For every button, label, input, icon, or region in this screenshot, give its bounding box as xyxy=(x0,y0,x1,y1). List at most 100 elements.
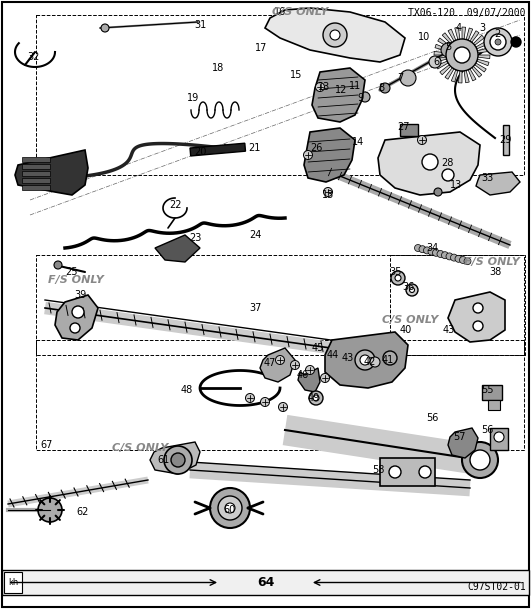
Circle shape xyxy=(391,271,405,285)
Circle shape xyxy=(428,248,435,255)
Polygon shape xyxy=(15,150,88,195)
Text: 46: 46 xyxy=(297,370,309,380)
Polygon shape xyxy=(477,48,490,53)
Circle shape xyxy=(437,250,444,258)
Circle shape xyxy=(459,256,467,264)
Circle shape xyxy=(433,249,440,256)
Polygon shape xyxy=(448,428,478,458)
Text: 23: 23 xyxy=(189,233,201,243)
Circle shape xyxy=(261,398,270,406)
Polygon shape xyxy=(438,38,449,47)
Polygon shape xyxy=(55,295,98,340)
Text: F/S ONLY: F/S ONLY xyxy=(48,275,104,285)
Polygon shape xyxy=(458,71,462,83)
Circle shape xyxy=(323,23,347,47)
Circle shape xyxy=(164,446,192,474)
Bar xyxy=(36,15,524,175)
Circle shape xyxy=(419,466,431,478)
Text: 37: 37 xyxy=(249,303,261,313)
Circle shape xyxy=(210,488,250,528)
Circle shape xyxy=(54,261,62,269)
Circle shape xyxy=(360,355,370,365)
Text: 35: 35 xyxy=(390,267,402,277)
Text: 4: 4 xyxy=(456,23,462,33)
Text: 13: 13 xyxy=(322,190,334,200)
Text: 3: 3 xyxy=(479,23,485,33)
Text: 49: 49 xyxy=(308,393,320,403)
Text: 21: 21 xyxy=(248,143,260,153)
Circle shape xyxy=(70,323,80,333)
Circle shape xyxy=(429,56,441,68)
Text: 61: 61 xyxy=(157,455,169,465)
Text: 20: 20 xyxy=(194,147,206,157)
Text: 38: 38 xyxy=(489,267,501,277)
Polygon shape xyxy=(451,70,458,82)
Circle shape xyxy=(446,253,453,260)
Circle shape xyxy=(225,503,235,513)
Circle shape xyxy=(450,254,458,261)
Text: 55: 55 xyxy=(481,385,493,395)
Circle shape xyxy=(309,391,323,405)
Polygon shape xyxy=(477,59,489,66)
Circle shape xyxy=(304,150,313,160)
Circle shape xyxy=(383,351,397,365)
Text: 18: 18 xyxy=(212,63,224,73)
Polygon shape xyxy=(150,442,200,474)
Bar xyxy=(36,255,524,355)
Polygon shape xyxy=(448,29,456,41)
Text: 13: 13 xyxy=(450,180,462,190)
Circle shape xyxy=(290,361,299,370)
Polygon shape xyxy=(434,51,446,55)
Polygon shape xyxy=(260,348,295,382)
Text: 22: 22 xyxy=(169,200,181,210)
Text: 36: 36 xyxy=(402,282,414,292)
Circle shape xyxy=(400,70,416,86)
Polygon shape xyxy=(445,68,454,79)
Bar xyxy=(2,570,529,595)
Text: 39: 39 xyxy=(74,290,86,300)
Bar xyxy=(190,143,245,156)
Text: 8: 8 xyxy=(378,83,384,93)
Bar xyxy=(390,255,525,355)
Circle shape xyxy=(442,169,454,181)
Bar xyxy=(400,124,418,136)
Circle shape xyxy=(406,284,418,296)
Polygon shape xyxy=(304,128,355,182)
Circle shape xyxy=(72,306,84,318)
Text: C97ST02-01: C97ST02-01 xyxy=(467,582,526,592)
Text: 2: 2 xyxy=(494,29,500,39)
Circle shape xyxy=(321,373,330,382)
Polygon shape xyxy=(472,66,482,77)
Polygon shape xyxy=(478,55,490,58)
Bar xyxy=(503,125,509,155)
Polygon shape xyxy=(476,172,520,195)
Circle shape xyxy=(511,37,521,47)
Text: 29: 29 xyxy=(499,135,511,145)
Text: 27: 27 xyxy=(397,122,409,132)
Text: 7: 7 xyxy=(397,73,403,83)
Text: 43: 43 xyxy=(342,353,354,363)
Text: 42: 42 xyxy=(364,357,376,367)
Polygon shape xyxy=(462,27,466,39)
Circle shape xyxy=(330,30,340,40)
Text: C/S ONLY: C/S ONLY xyxy=(382,315,438,325)
Text: 67: 67 xyxy=(41,440,53,450)
Text: 6: 6 xyxy=(433,57,439,67)
Bar xyxy=(380,458,435,486)
Polygon shape xyxy=(434,57,447,62)
Polygon shape xyxy=(448,292,505,342)
Circle shape xyxy=(171,453,185,467)
Text: 56: 56 xyxy=(481,425,493,435)
Text: 56: 56 xyxy=(426,413,438,423)
Polygon shape xyxy=(475,63,486,72)
Text: 16: 16 xyxy=(274,7,286,17)
Polygon shape xyxy=(265,8,405,62)
Circle shape xyxy=(494,432,504,442)
Text: C/S ONLY: C/S ONLY xyxy=(112,443,168,453)
Text: 62: 62 xyxy=(77,507,89,517)
Polygon shape xyxy=(470,30,479,42)
Polygon shape xyxy=(312,68,365,122)
Text: 11: 11 xyxy=(349,81,361,91)
Bar xyxy=(22,164,50,169)
Text: 44: 44 xyxy=(327,350,339,360)
